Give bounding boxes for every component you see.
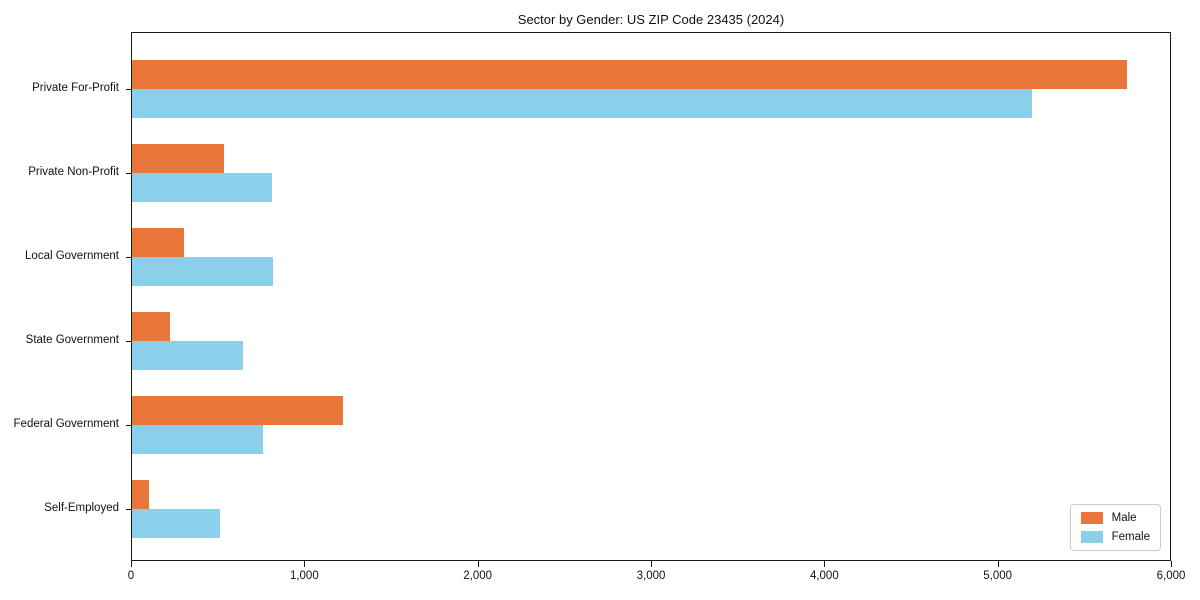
legend-label-male: Male <box>1111 512 1137 524</box>
legend: Male Female <box>1069 504 1161 551</box>
bar-male-local-government <box>132 228 184 257</box>
x-tick-mark <box>824 561 826 567</box>
x-tick-mark <box>477 561 479 567</box>
bar-male-state-government <box>132 312 171 341</box>
bar-female-federal-government <box>132 425 264 454</box>
bar-female-local-government <box>132 257 273 286</box>
bar-female-private-for-profit <box>132 89 1032 118</box>
y-tick-mark <box>126 173 132 174</box>
bar-female-private-non-profit <box>132 173 273 202</box>
bar-male-private-non-profit <box>132 144 224 173</box>
chart-title: Sector by Gender: US ZIP Code 23435 (202… <box>517 12 785 27</box>
y-tick-mark <box>126 341 132 342</box>
x-tick-mark <box>651 561 652 567</box>
x-tick-mark <box>1171 561 1172 567</box>
x-tick-mark <box>997 561 999 567</box>
y-axis-label-local-government: Local Government <box>25 250 119 262</box>
legend-label-female: Female <box>1111 531 1150 543</box>
plot-area: Male Female <box>126 32 1171 561</box>
y-axis-label-federal-government: Federal Government <box>13 418 119 430</box>
bar-male-private-for-profit <box>132 60 1127 89</box>
x-tick-label-6000: 6,000 <box>1156 570 1186 582</box>
bar-female-state-government <box>132 341 243 370</box>
legend-item-male: Male <box>1080 512 1150 524</box>
bar-male-federal-government <box>132 396 344 425</box>
x-tick-label-0: 0 <box>127 570 135 582</box>
y-tick-mark <box>126 509 132 510</box>
x-tick-label-5000: 5,000 <box>983 570 1013 582</box>
x-tick-mark <box>304 561 306 567</box>
legend-swatch-male <box>1080 512 1103 524</box>
y-tick-mark <box>126 257 132 258</box>
y-tick-mark <box>126 89 132 90</box>
x-tick-label-2000: 2,000 <box>463 570 493 582</box>
x-tick-label-4000: 4,000 <box>809 570 839 582</box>
y-axis-label-private-non-profit: Private Non-Profit <box>28 166 119 178</box>
y-tick-mark <box>126 425 132 426</box>
y-axis-label-self-employed: Self-Employed <box>44 502 119 514</box>
x-tick-mark <box>131 561 132 567</box>
bar-female-self-employed <box>132 509 221 538</box>
legend-swatch-female <box>1080 531 1103 543</box>
x-tick-label-1000: 1,000 <box>289 570 319 582</box>
bar-male-self-employed <box>132 480 150 509</box>
y-axis-label-state-government: State Government <box>25 334 119 346</box>
legend-item-female: Female <box>1080 531 1150 543</box>
x-tick-label-3000: 3,000 <box>636 570 666 582</box>
y-axis-label-private-for-profit: Private For-Profit <box>32 82 119 94</box>
